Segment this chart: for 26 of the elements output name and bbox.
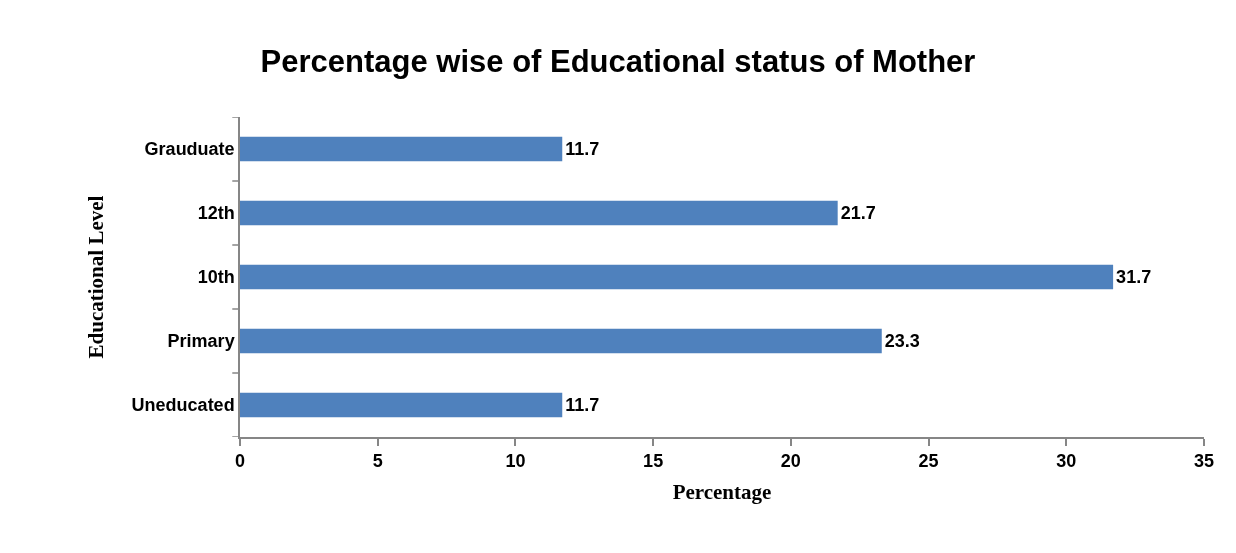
chart-title: Percentage wise of Educational status of Mother <box>260 43 976 79</box>
bar <box>240 328 882 354</box>
y-axis-title: Educational Level <box>84 195 109 359</box>
x-tick-label: 10 <box>505 451 526 472</box>
y-tick-label: Uneducated <box>131 395 235 416</box>
y-tick-label: 10th <box>197 267 235 288</box>
bar <box>240 392 563 418</box>
data-label: 23.3 <box>884 331 920 351</box>
y-tick-label: Grauduate <box>144 139 235 160</box>
x-tick-label: 0 <box>234 451 246 472</box>
data-label: 21.7 <box>840 203 876 223</box>
x-tick-label: 25 <box>918 451 939 472</box>
x-tick-label: 5 <box>372 451 383 472</box>
x-axis-title: Percentage <box>672 480 772 505</box>
bar <box>240 264 1114 290</box>
data-label: 31.7 <box>1116 267 1152 287</box>
data-label: 11.7 <box>565 395 600 415</box>
y-tick-label: Primary <box>167 331 235 352</box>
bar <box>240 200 838 226</box>
x-tick-label: 35 <box>1193 451 1215 472</box>
data-label: 11.7 <box>565 139 600 159</box>
x-tick-label: 15 <box>643 451 664 472</box>
x-tick-label: 20 <box>780 451 801 472</box>
x-tick-label: 30 <box>1056 451 1077 472</box>
y-tick-label: 12th <box>197 203 235 224</box>
bar <box>240 136 563 162</box>
